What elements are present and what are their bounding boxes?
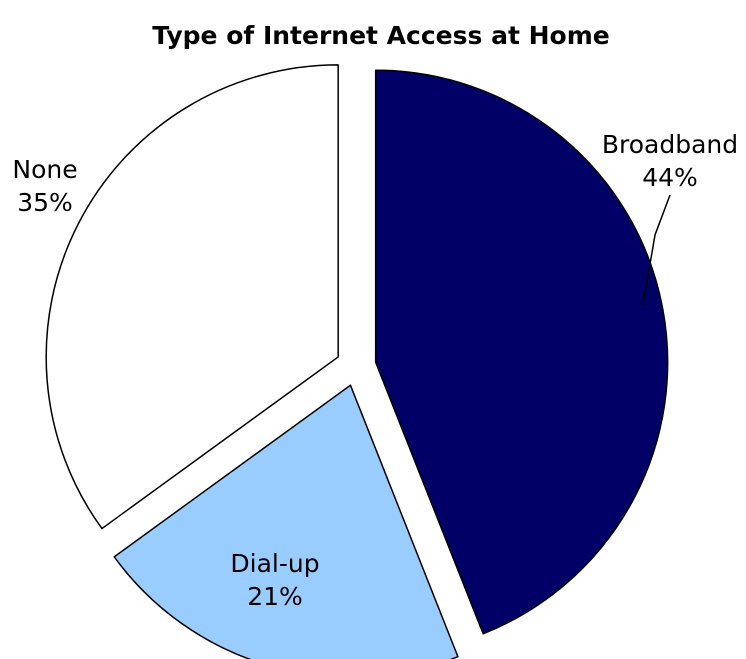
pie-slice-none (45, 64, 339, 530)
slice-label-dial-up: Dial-up 21% (230, 549, 319, 611)
slice-labels: Broadband 44% Dial-up 21% None 35% (12, 130, 738, 611)
slice-category-broadband: Broadband (602, 130, 738, 159)
pie-slice-broadband (374, 69, 669, 635)
slice-value-dial-up: 21% (247, 582, 303, 611)
slice-value-broadband: 44% (642, 163, 698, 192)
chart-title: Type of Internet Access at Home (152, 21, 609, 50)
slice-label-none: None 35% (12, 155, 77, 217)
pie-slice-dial-up (113, 384, 459, 659)
slice-category-none: None (12, 155, 77, 184)
pie-slices (45, 64, 669, 659)
slice-value-none: 35% (17, 188, 73, 217)
slice-category-dial-up: Dial-up (230, 549, 319, 578)
slice-label-broadband: Broadband 44% (602, 130, 738, 192)
leader-line-broadband (642, 194, 671, 306)
leader-lines (642, 194, 671, 306)
